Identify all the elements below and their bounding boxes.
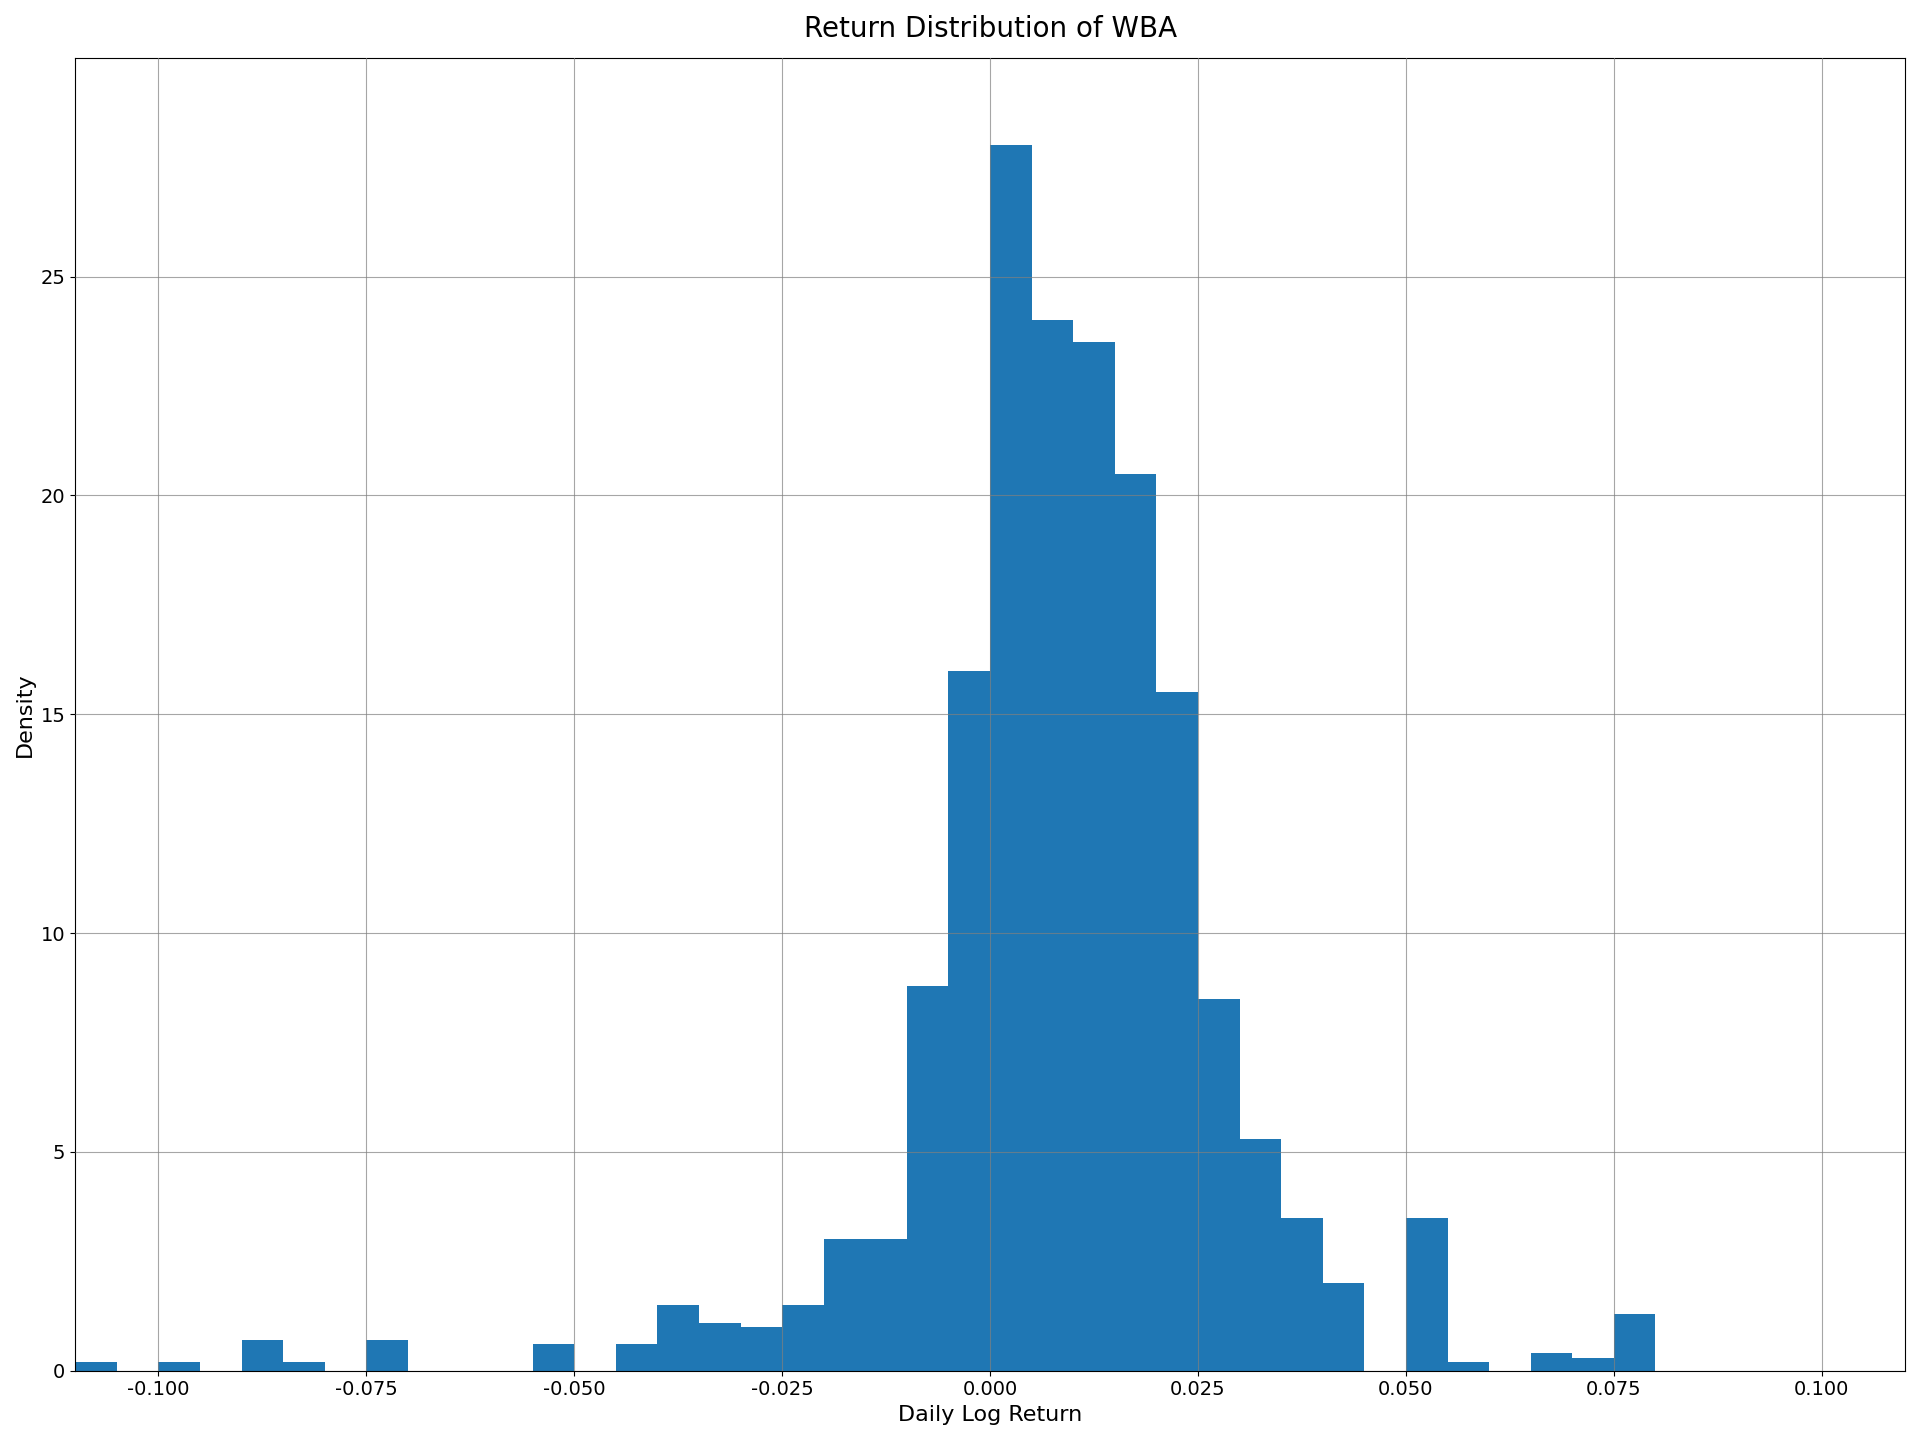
Bar — [906, 985, 948, 1371]
Bar — [1116, 474, 1156, 1371]
Bar — [1073, 343, 1116, 1371]
Bar — [242, 1341, 282, 1371]
Bar — [282, 1362, 324, 1371]
Bar — [616, 1345, 657, 1371]
Bar — [1240, 1139, 1281, 1371]
Bar — [1572, 1358, 1615, 1371]
Bar — [1323, 1283, 1365, 1371]
Bar — [75, 1362, 117, 1371]
Title: Return Distribution of WBA: Return Distribution of WBA — [803, 14, 1177, 43]
Bar — [157, 1362, 200, 1371]
Bar — [532, 1345, 574, 1371]
Bar — [1031, 321, 1073, 1371]
Bar — [991, 145, 1031, 1371]
Bar — [1281, 1218, 1323, 1371]
Bar — [657, 1305, 699, 1371]
Bar — [781, 1305, 824, 1371]
Bar — [824, 1240, 866, 1371]
Bar — [1530, 1354, 1572, 1371]
Bar — [1405, 1218, 1448, 1371]
Y-axis label: Density: Density — [15, 672, 35, 756]
X-axis label: Daily Log Return: Daily Log Return — [899, 1405, 1083, 1426]
Bar — [1615, 1313, 1655, 1371]
Bar — [948, 671, 991, 1371]
Bar — [1448, 1362, 1490, 1371]
Bar — [367, 1341, 407, 1371]
Bar — [741, 1326, 781, 1371]
Bar — [866, 1240, 906, 1371]
Bar — [1198, 999, 1240, 1371]
Bar — [1156, 693, 1198, 1371]
Bar — [699, 1322, 741, 1371]
